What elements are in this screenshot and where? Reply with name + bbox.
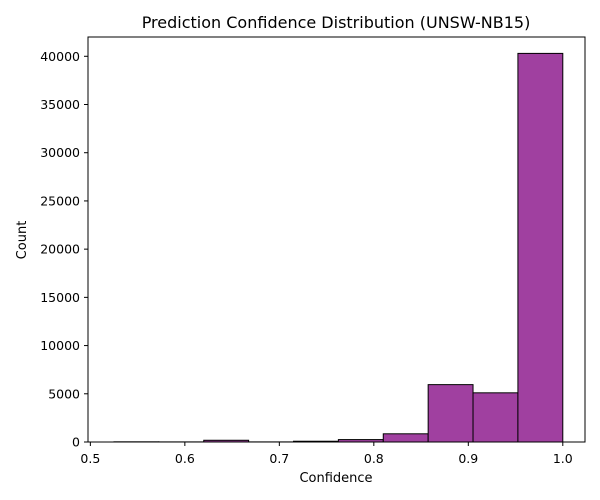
chart-title: Prediction Confidence Distribution (UNSW… xyxy=(142,13,531,32)
plot-frame xyxy=(87,36,586,443)
x-axis-label: Confidence xyxy=(299,471,372,486)
y-tick-label: 25000 xyxy=(40,193,80,208)
y-tick-label: 15000 xyxy=(40,290,80,305)
y-tick-label: 35000 xyxy=(40,97,80,112)
x-tick-label: 0.7 xyxy=(269,451,289,466)
bars-group xyxy=(113,52,564,443)
y-tick-label: 5000 xyxy=(48,386,80,401)
y-tick-label: 10000 xyxy=(40,338,80,353)
x-tick-label: 0.6 xyxy=(175,451,195,466)
x-tick-label: 0.9 xyxy=(458,451,478,466)
x-tick-label: 1.0 xyxy=(553,451,573,466)
y-tick-label: 40000 xyxy=(40,49,80,64)
y-tick-label: 30000 xyxy=(40,145,80,160)
x-tick-label: 0.5 xyxy=(80,451,100,466)
x-tick-label: 0.8 xyxy=(364,451,384,466)
histogram-bar xyxy=(382,433,429,443)
histogram-bar xyxy=(517,52,564,443)
y-tick-label: 20000 xyxy=(40,242,80,257)
histogram-bar xyxy=(472,392,519,443)
y-tick-label: 0 xyxy=(72,435,80,450)
y-axis: 0 5000 10000 15000 20000 25000 30000 35000 40000 xyxy=(40,49,88,450)
x-axis: 0.5 0.6 0.7 0.8 0.9 1.0 xyxy=(80,442,573,466)
y-axis-label: Count xyxy=(15,221,30,260)
histogram-bar xyxy=(427,384,474,443)
